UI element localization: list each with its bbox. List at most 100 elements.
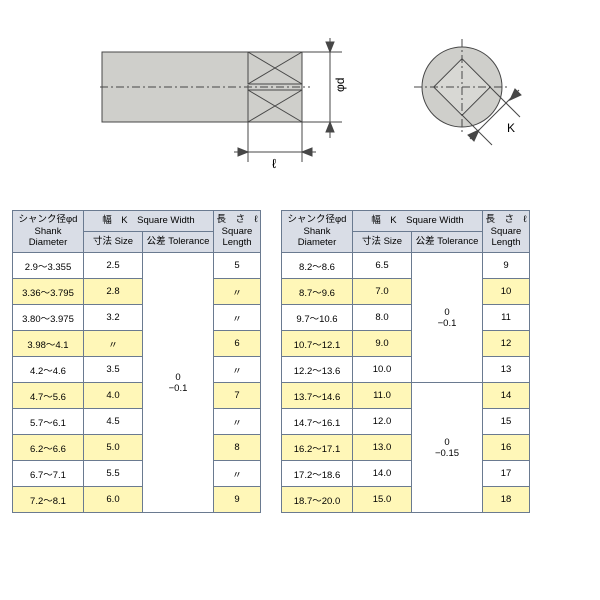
- cell-size: 10.0: [353, 357, 412, 383]
- table-row: 3.80～3.9753.2 〃: [13, 305, 261, 331]
- hdr-shank-diameter: シャンク径φd Shank Diameter: [282, 211, 353, 253]
- spec-table-right: シャンク径φd Shank Diameter 幅 K Square Width …: [281, 210, 530, 513]
- end-view-drawing: K: [414, 39, 521, 145]
- cell-diameter: 3.80～3.975: [13, 305, 84, 331]
- table-row: 5.7～6.14.5 〃: [13, 409, 261, 435]
- cell-diameter: 6.7～7.1: [13, 461, 84, 487]
- table-row: 6.7～7.15.5 〃: [13, 461, 261, 487]
- cell-size: 13.0: [353, 435, 412, 461]
- cell-size: 8.0: [353, 305, 412, 331]
- spec-table-left: シャンク径φd Shank Diameter 幅 K Square Width …: [12, 210, 261, 513]
- spec-tables: シャンク径φd Shank Diameter 幅 K Square Width …: [12, 210, 588, 513]
- cell-size: 14.0: [353, 461, 412, 487]
- cell-size: 5.0: [84, 435, 143, 461]
- cell-size: 3.2: [84, 305, 143, 331]
- tolerance-cell: 0−0.1: [412, 253, 483, 383]
- cell-diameter: 14.7～16.1: [282, 409, 353, 435]
- cell-length: 18: [483, 487, 530, 513]
- hdr-shank-diameter: シャンク径φd Shank Diameter: [13, 211, 84, 253]
- cell-length: 15: [483, 409, 530, 435]
- cell-length: 〃: [214, 461, 261, 487]
- technical-drawing: φd ℓ K: [12, 12, 588, 192]
- cell-diameter: 3.36～3.795: [13, 279, 84, 305]
- cell-size: 7.0: [353, 279, 412, 305]
- cell-diameter: 16.2～17.1: [282, 435, 353, 461]
- cell-length: 9: [483, 253, 530, 279]
- cell-size: 2.8: [84, 279, 143, 305]
- cell-size: 6.5: [353, 253, 412, 279]
- table-row: 9.7～10.68.0 11: [282, 305, 530, 331]
- table-row: 17.2～18.614.0 17: [282, 461, 530, 487]
- cell-length: 7: [214, 383, 261, 409]
- cell-length: 13: [483, 357, 530, 383]
- cell-length: 〃: [214, 305, 261, 331]
- svg-text:ℓ: ℓ: [272, 156, 277, 171]
- table-row: 12.2～13.610.0 13: [282, 357, 530, 383]
- table-row: 3.36～3.7952.8 〃: [13, 279, 261, 305]
- side-view-drawing: φd ℓ: [100, 38, 347, 171]
- cell-length: 17: [483, 461, 530, 487]
- table-row: 2.9～3.3552.50−0.15: [13, 253, 261, 279]
- cell-size: 11.0: [353, 383, 412, 409]
- table-row: 8.7～9.67.0 10: [282, 279, 530, 305]
- cell-diameter: 12.2～13.6: [282, 357, 353, 383]
- cell-diameter: 4.2～4.6: [13, 357, 84, 383]
- hdr-tolerance: 公差 Tolerance: [143, 232, 214, 253]
- cell-length: 〃: [214, 357, 261, 383]
- cell-diameter: 2.9～3.355: [13, 253, 84, 279]
- cell-length: 11: [483, 305, 530, 331]
- hdr-square-width: 幅 K Square Width: [353, 211, 483, 232]
- cell-length: 〃: [214, 409, 261, 435]
- table-row: 13.7～14.611.00−0.1514: [282, 383, 530, 409]
- hdr-size: 寸法 Size: [353, 232, 412, 253]
- table-row: 10.7～12.19.0 12: [282, 331, 530, 357]
- tolerance-cell: 0−0.1: [143, 253, 214, 513]
- cell-length: 16: [483, 435, 530, 461]
- cell-diameter: 6.2～6.6: [13, 435, 84, 461]
- cell-diameter: 13.7～14.6: [282, 383, 353, 409]
- cell-size: 15.0: [353, 487, 412, 513]
- table-row: 18.7～20.015.0 18: [282, 487, 530, 513]
- cell-diameter: 18.7～20.0: [282, 487, 353, 513]
- cell-diameter: 8.2～8.6: [282, 253, 353, 279]
- cell-diameter: 3.98～4.1: [13, 331, 84, 357]
- cell-size: 4.0: [84, 383, 143, 409]
- tolerance-cell: 0−0.15: [412, 383, 483, 513]
- cell-size: 〃: [84, 331, 143, 357]
- cell-size: 9.0: [353, 331, 412, 357]
- svg-text:K: K: [507, 121, 515, 135]
- cell-diameter: 4.7～5.6: [13, 383, 84, 409]
- cell-length: 8: [214, 435, 261, 461]
- cell-length: 10: [483, 279, 530, 305]
- table-row: 6.2～6.65.0 8: [13, 435, 261, 461]
- hdr-square-length: 長 さ ℓ Square Length: [483, 211, 530, 253]
- cell-length: 12: [483, 331, 530, 357]
- cell-diameter: 7.2～8.1: [13, 487, 84, 513]
- table-row: 4.7～5.64.0 7: [13, 383, 261, 409]
- cell-size: 5.5: [84, 461, 143, 487]
- cell-diameter: 10.7～12.1: [282, 331, 353, 357]
- cell-diameter: 8.7～9.6: [282, 279, 353, 305]
- hdr-tolerance: 公差 Tolerance: [412, 232, 483, 253]
- cell-length: 〃: [214, 279, 261, 305]
- table-row: 16.2～17.113.0 16: [282, 435, 530, 461]
- cell-length: 9: [214, 487, 261, 513]
- cell-size: 3.5: [84, 357, 143, 383]
- table-row: 3.98～4.1〃 6: [13, 331, 261, 357]
- cell-length: 6: [214, 331, 261, 357]
- cell-size: 4.5: [84, 409, 143, 435]
- cell-diameter: 5.7～6.1: [13, 409, 84, 435]
- hdr-square-length: 長 さ ℓ Square Length: [214, 211, 261, 253]
- cell-diameter: 17.2～18.6: [282, 461, 353, 487]
- hdr-size: 寸法 Size: [84, 232, 143, 253]
- cell-size: 2.5: [84, 253, 143, 279]
- table-row: 8.2～8.66.50−0.19: [282, 253, 530, 279]
- cell-size: 12.0: [353, 409, 412, 435]
- table-row: 4.2～4.63.5 〃: [13, 357, 261, 383]
- table-row: 14.7～16.112.0 15: [282, 409, 530, 435]
- hdr-square-width: 幅 K Square Width: [84, 211, 214, 232]
- cell-diameter: 9.7～10.6: [282, 305, 353, 331]
- table-row: 7.2～8.16.0 9: [13, 487, 261, 513]
- cell-length: 5: [214, 253, 261, 279]
- cell-size: 6.0: [84, 487, 143, 513]
